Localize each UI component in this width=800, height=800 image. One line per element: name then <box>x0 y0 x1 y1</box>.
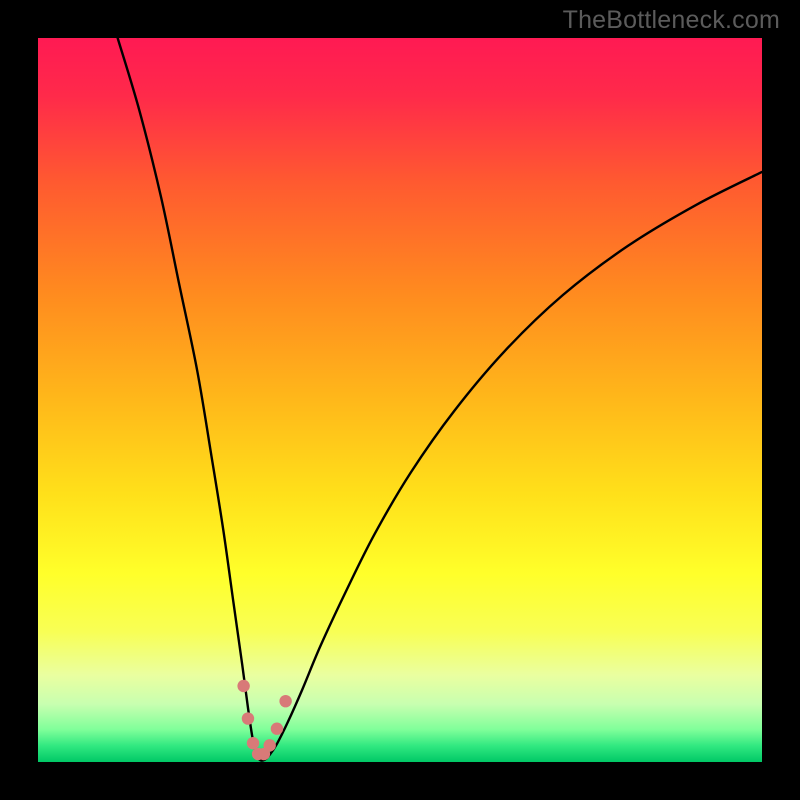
curve-marker <box>279 695 291 707</box>
chart-stage: TheBottleneck.com <box>0 0 800 800</box>
curve-marker <box>237 680 249 692</box>
curve-marker <box>242 712 254 724</box>
watermark-text: TheBottleneck.com <box>563 6 780 35</box>
curve-marker <box>247 737 259 749</box>
curve-layer <box>0 0 800 800</box>
curve-marker <box>271 723 283 735</box>
bottleneck-curve <box>118 38 762 761</box>
curve-markers <box>237 680 291 760</box>
curve-marker <box>263 739 275 751</box>
